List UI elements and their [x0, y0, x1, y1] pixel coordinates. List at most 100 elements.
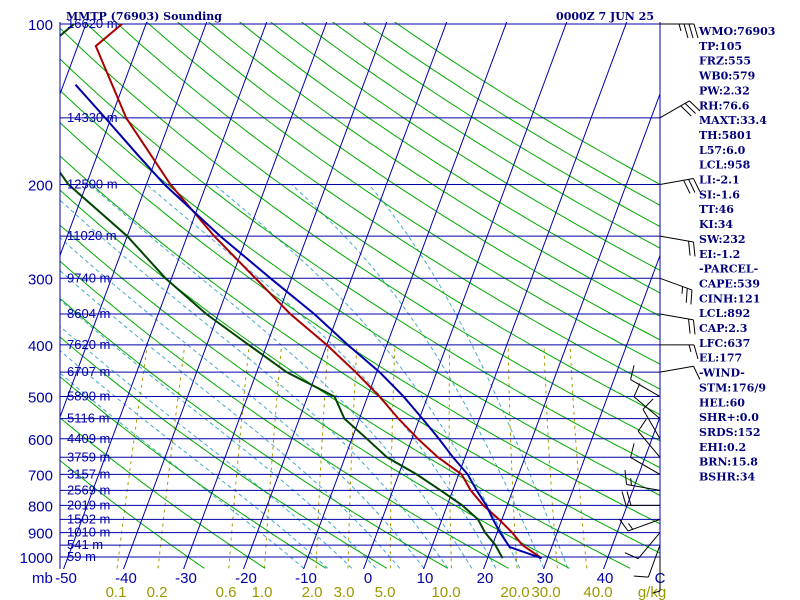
mixing-ratio-tick-label: 3.0 [334, 584, 355, 600]
sounding-index: STM:176/9 [699, 381, 766, 394]
height-label: 541 m [67, 537, 103, 552]
dry-adiabat-line [145, 22, 660, 365]
wind-barb [659, 277, 693, 305]
mixing-ratio-line [347, 344, 358, 569]
wind-barb [633, 383, 661, 419]
height-labels: 16620 m 14330 m 12500 m 11020 m 9740 m 8604 m… [67, 16, 118, 564]
wind-barb [624, 532, 661, 560]
mixing-ratio-line [569, 344, 588, 569]
dry-adiabat-line [60, 376, 327, 569]
dry-adiabat-line [60, 459, 205, 569]
wind-barb [637, 418, 661, 458]
dry-adiabat-line [60, 189, 631, 569]
mixing-ratio-tick-label: 0.1 [106, 584, 127, 600]
moist-adiabat-line [291, 184, 545, 569]
height-label: 12500 m [67, 176, 118, 191]
wind-barb [630, 365, 661, 397]
pressure-tick-label: 100 [28, 17, 53, 34]
height-label: 16620 m [67, 16, 118, 31]
isotherm-line [543, 254, 660, 569]
isotherm-line [483, 92, 660, 569]
wind-barbs [619, 23, 701, 594]
height-label: 8604 m [67, 306, 110, 321]
mixing-ratio-line [264, 344, 283, 569]
sounding-index: SW:232 [699, 233, 746, 246]
mixing-ratio-line [315, 344, 329, 569]
height-label: 3759 m [67, 449, 110, 464]
dry-adiabat-line [60, 260, 509, 569]
pressure-tick-label: 600 [28, 432, 53, 449]
height-label: 1502 m [67, 511, 110, 526]
temperature-tick-label: -40 [115, 570, 137, 587]
height-label: 2019 m [67, 497, 110, 512]
height-label: 4409 m [67, 431, 110, 446]
sounding-index: PW:2.32 [699, 84, 750, 97]
height-label: 9740 m [67, 270, 110, 285]
pressure-tick-label: 1000 [20, 550, 53, 567]
moist-adiabat-line [89, 184, 473, 569]
sounding-index: TH:5801 [699, 129, 752, 142]
temperature-tick-label: 20 [477, 570, 494, 587]
wind-barb [660, 344, 699, 360]
mixing-ratio-line [448, 344, 452, 569]
sounding-index: L57:6.0 [699, 144, 746, 157]
mixing-ratio-tick-label: 10.0 [431, 584, 460, 600]
station-title: MMTP (76903) Sounding [66, 10, 222, 23]
dry-adiabat-line [238, 22, 660, 294]
dry-adiabat-line [176, 22, 660, 341]
moist-adiabat-line [60, 270, 401, 569]
wind-barb [630, 443, 661, 475]
moist-adiabat-line [368, 184, 569, 569]
sounding-index: WB0:579 [698, 70, 755, 83]
background-grid [60, 22, 660, 569]
dry-adiabat-line [60, 336, 388, 569]
isotherm-line [60, 22, 148, 257]
parcel-profile [74, 84, 542, 560]
temperature-tick-label: -30 [175, 570, 197, 587]
isotherm-line [123, 22, 328, 569]
sounding-index: -PARCEL- [699, 263, 758, 276]
moist-adiabat-line [60, 299, 377, 569]
pressure-unit-label: mb [32, 570, 53, 587]
mixing-ratio-tick-label: 30.0 [531, 584, 560, 600]
height-label: 1010 m [67, 525, 110, 540]
height-label: 14330 m [67, 110, 118, 125]
sounding-index: LCL:892 [699, 307, 750, 320]
height-label: 3157 m [67, 466, 110, 481]
sounding-index: -WIND- [699, 367, 745, 380]
moist-adiabat-line [60, 237, 425, 569]
sounding-index: BRN:15.8 [699, 456, 758, 469]
mixing-ratio-line [228, 344, 250, 569]
pressure-tick-label: 400 [28, 338, 53, 355]
dry-adiabats [60, 22, 660, 569]
mixing-ratio-tick-label: 20.0 [500, 584, 529, 600]
wind-barb [642, 398, 661, 440]
dry-adiabat-line [60, 27, 660, 442]
mixing-ratio-labels: 0.1 0.2 0.6 1.0 2.0 3.0 5.0 10.0 20.0 30.0 40.0 g/k… [106, 584, 667, 600]
sounding-index: TP:105 [699, 40, 742, 53]
isotherms [60, 22, 660, 569]
temperature-profile [94, 23, 543, 560]
dry-adiabat-line [60, 122, 660, 525]
height-label: 2569 m [67, 482, 110, 497]
sounding-index: HEL:60 [699, 396, 745, 409]
sounding-index: EHI:0.2 [699, 441, 746, 454]
sounding-profiles [60, 23, 543, 560]
dry-adiabat-line [269, 22, 660, 271]
isotherm-line [603, 415, 660, 569]
isotherm-line [60, 22, 208, 419]
pressure-tick-label: 900 [28, 526, 53, 543]
height-label: 7620 m [67, 337, 110, 352]
pressure-tick-label: 700 [28, 467, 53, 484]
sounding-index: CAPE:539 [699, 277, 760, 290]
dry-adiabat-line [114, 22, 660, 390]
moist-adiabat-line [60, 349, 329, 569]
temperature-tick-label: -10 [295, 570, 317, 587]
wind-barb [659, 235, 696, 257]
dry-adiabat-line [60, 417, 266, 569]
sounding-index: SRDS:152 [699, 426, 761, 439]
pressure-labels: 100 200 300 400 500 600 700 800 900 1000 mb [20, 17, 53, 587]
dry-adiabat-line [83, 22, 660, 416]
mixing-ratio-tick-label: 5.0 [375, 584, 396, 600]
